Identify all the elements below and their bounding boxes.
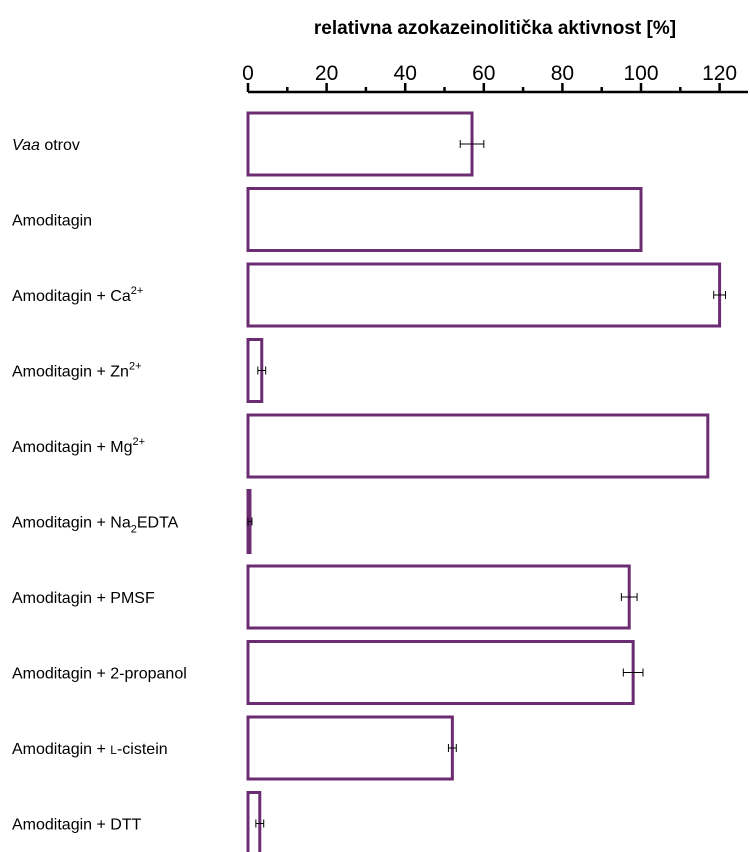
category-label: Amoditagin + DTT <box>12 817 142 834</box>
bar <box>248 415 708 477</box>
category-label: Amoditagin + 2-propanol <box>12 666 187 683</box>
category-label: Amoditagin + Zn2+ <box>12 361 142 381</box>
x-tick-label: 0 <box>242 62 254 85</box>
category-label-part: Amoditagin + PMSF <box>12 590 155 607</box>
x-tick-label: 100 <box>623 62 658 85</box>
category-label-part: Amoditagin + Mg <box>12 439 133 456</box>
category-label-part: Vaa <box>12 137 40 154</box>
category-label-part: Amoditagin <box>12 213 92 230</box>
x-tick-label: 40 <box>394 62 417 85</box>
category-label-part: Amoditagin + Na <box>12 515 131 532</box>
category-label-part: 2+ <box>131 285 144 297</box>
category-label: Amoditagin + PMSF <box>12 590 155 607</box>
category-label: Amoditagin + Ca2+ <box>12 285 143 305</box>
x-tick-label: 80 <box>551 62 574 85</box>
category-label: Amoditagin + Mg2+ <box>12 436 145 456</box>
category-label: Amoditagin <box>12 213 92 230</box>
category-label-part: Amoditagin + Ca <box>12 288 131 305</box>
category-label-part: otrov <box>40 137 80 154</box>
category-label-part: Amoditagin + Zn <box>12 364 129 381</box>
bar <box>248 264 720 326</box>
x-axis-ticks: 0 20 40 60 80 100 120 <box>242 62 748 92</box>
category-label: Amoditagin + L-cistein <box>12 741 168 758</box>
category-label-part: Amoditagin + 2-propanol <box>12 666 187 683</box>
bar <box>248 566 629 628</box>
category-label-part: 2+ <box>129 361 142 373</box>
x-tick-label: 60 <box>472 62 495 85</box>
bar <box>248 793 260 852</box>
category-label-part: 2+ <box>133 436 146 448</box>
category-label-part: Amoditagin + DTT <box>12 817 142 834</box>
category-label-part: -cistein <box>117 741 168 758</box>
bar <box>248 642 633 704</box>
category-label-part: Amoditagin + <box>12 741 110 758</box>
category-label: Vaa otrov <box>12 137 80 154</box>
category-label: Amoditagin + Na2EDTA <box>12 515 179 536</box>
bar <box>248 113 472 175</box>
x-tick-label: 20 <box>315 62 338 85</box>
x-axis-title: relativna azokazeinolitička aktivnost [%… <box>314 18 676 39</box>
x-tick-label: 120 <box>702 62 737 85</box>
bars <box>248 113 725 852</box>
category-label-part: EDTA <box>137 515 179 532</box>
bar <box>248 717 452 779</box>
bar <box>248 189 641 251</box>
